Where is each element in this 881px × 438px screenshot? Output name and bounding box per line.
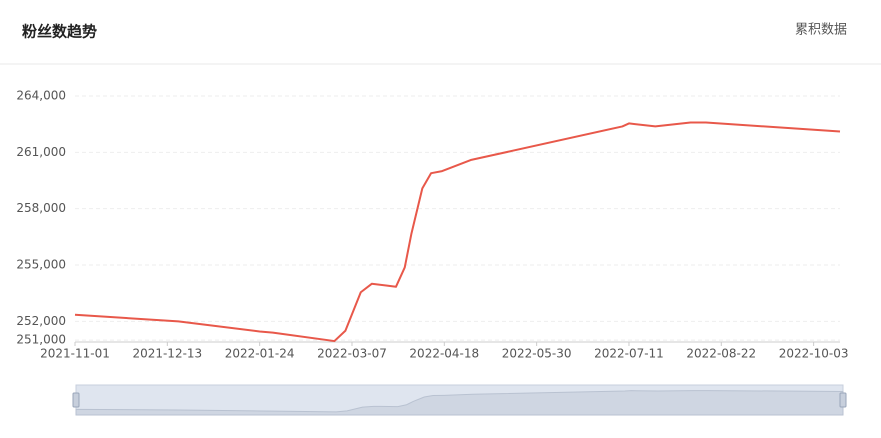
y-tick-label: 264,000: [16, 89, 66, 103]
y-tick-label: 258,000: [16, 201, 66, 215]
y-tick-label: 251,000: [16, 333, 66, 347]
card-title: 粉丝数趋势: [22, 23, 97, 41]
y-tick-label: 255,000: [16, 258, 66, 272]
x-tick-label: 2022-07-11: [594, 347, 664, 361]
data-line: [74, 121, 841, 343]
x-tick-label: 2022-10-03: [779, 347, 849, 361]
cumulative-link[interactable]: 累积数据: [795, 23, 847, 38]
x-tick-label: 2022-03-07: [317, 347, 387, 361]
zoom-handle-right[interactable]: [839, 392, 847, 408]
x-tick-label: 2021-12-13: [132, 347, 202, 361]
y-tick-label: 261,000: [16, 145, 66, 159]
zoom-handle-left[interactable]: [72, 392, 80, 408]
x-tick-label: 2022-05-30: [502, 347, 572, 361]
x-tick-label: 2022-08-22: [686, 347, 756, 361]
zoom-preview: [75, 390, 844, 416]
y-tick-label: 252,000: [16, 314, 66, 328]
x-tick-label: 2022-04-18: [409, 347, 479, 361]
x-tick-label: 2021-11-01: [40, 347, 110, 361]
x-tick-label: 2022-01-24: [225, 347, 295, 361]
